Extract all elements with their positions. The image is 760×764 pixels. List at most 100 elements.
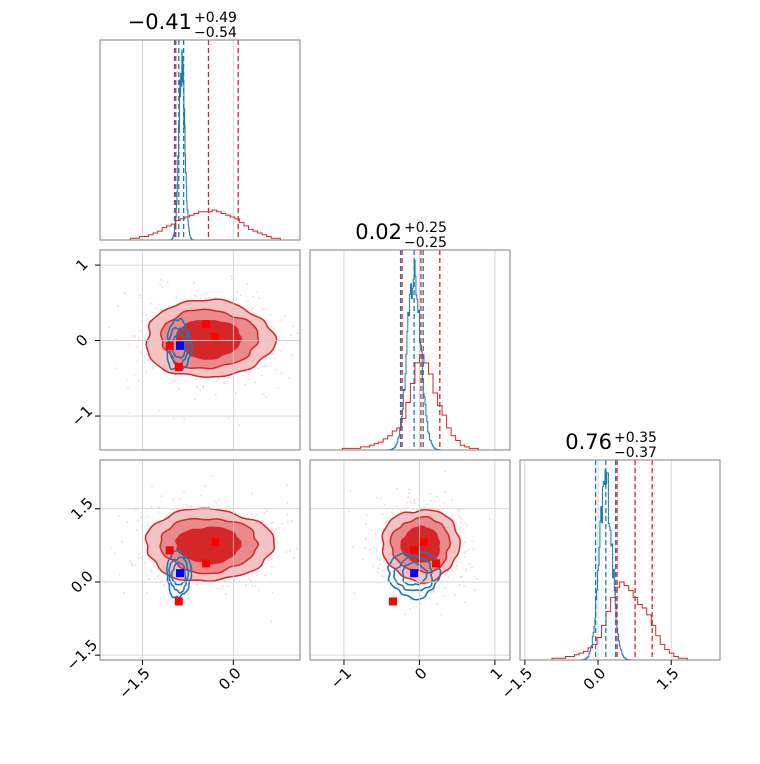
scatter-point: [302, 551, 304, 553]
panel-2-1: [348, 470, 491, 616]
scatter-point: [427, 503, 429, 506]
scatter-point: [286, 502, 289, 504]
scatter-point: [461, 532, 464, 534]
scatter-point: [270, 523, 273, 525]
scatter-point: [383, 521, 386, 524]
scatter-point: [439, 504, 441, 507]
scatter-point: [200, 494, 202, 497]
scatter-point: [131, 564, 134, 567]
scatter-point: [274, 538, 276, 541]
scatter-point: [454, 594, 456, 596]
scatter-point: [150, 506, 152, 508]
scatter-point: [157, 577, 160, 580]
scatter-point: [466, 524, 469, 527]
scatter-point: [247, 378, 250, 380]
scatter-point: [140, 516, 142, 519]
scatter-point: [193, 282, 196, 284]
scatter-point: [409, 598, 412, 601]
scatter-point: [453, 520, 456, 523]
scatter-point: [144, 355, 146, 358]
scatter-point: [265, 396, 267, 398]
scatter-point: [271, 528, 274, 531]
scatter-point: [330, 542, 332, 544]
scatter-point: [387, 517, 389, 519]
scatter-point: [227, 377, 229, 380]
scatter-point: [256, 290, 259, 293]
scatter-point: [258, 297, 261, 299]
scatter-point: [183, 417, 185, 420]
scatter-point: [246, 282, 249, 285]
scatter-point: [280, 372, 283, 374]
scatter-point: [364, 537, 367, 540]
scatter-point: [385, 521, 387, 524]
scatter-point: [264, 364, 267, 366]
scatter-point: [408, 488, 411, 491]
histogram-primary-p1: [328, 354, 510, 451]
scatter-point: [202, 386, 204, 389]
scatter-point: [460, 562, 463, 564]
scatter-point: [290, 520, 293, 522]
scatter-point: [152, 367, 155, 369]
scatter-point: [438, 498, 440, 501]
scatter-point: [393, 594, 396, 597]
scatter-point: [429, 493, 432, 495]
scatter-point: [96, 571, 98, 573]
scatter-point: [207, 506, 210, 508]
histogram-secondary-p0: [169, 49, 195, 241]
scatter-point: [265, 308, 268, 311]
scatter-point: [230, 275, 233, 277]
scatter-point: [207, 378, 210, 380]
scatter-point: [302, 371, 304, 373]
y-tick-label-1-2: 1: [72, 255, 91, 274]
x-tick-label-1-0: −1: [327, 664, 355, 692]
scatter-point: [460, 576, 463, 578]
scatter-point: [118, 573, 121, 576]
scatter-point: [409, 607, 411, 610]
scatter-point: [392, 594, 395, 597]
contour-secondary-2: [401, 561, 429, 586]
scatter-point: [270, 620, 273, 623]
scatter-point: [137, 557, 140, 560]
panel-frame-2-2: [519, 459, 721, 661]
scatter-point: [432, 589, 435, 592]
scatter-point: [416, 591, 419, 593]
scatter-point: [274, 357, 277, 360]
scatter-point: [179, 300, 181, 303]
scatter-point: [381, 575, 383, 577]
scatter-point: [458, 515, 461, 518]
scatter-point: [467, 549, 470, 551]
scatter-point: [252, 295, 254, 298]
scatter-point: [383, 560, 385, 562]
scatter-point: [195, 296, 198, 298]
scatter-point: [147, 524, 149, 527]
scatter-point: [280, 319, 283, 321]
scatter-point: [463, 601, 466, 604]
scatter-point: [378, 559, 381, 562]
scatter-point: [430, 499, 432, 502]
scatter-point: [144, 361, 146, 364]
scatter-point: [379, 497, 382, 500]
scatter-point: [114, 338, 117, 340]
scatter-point: [291, 354, 294, 357]
scatter-point: [247, 300, 249, 302]
scatter-point: [178, 388, 180, 390]
scatter-point: [121, 540, 123, 543]
scatter-point: [140, 556, 142, 559]
panel-title-p2: 0.76: [565, 430, 612, 454]
scatter-point: [398, 586, 400, 588]
scatter-point: [397, 511, 399, 514]
scatter-point: [138, 296, 141, 299]
marker-red-3: [211, 332, 220, 341]
scatter-point: [277, 527, 280, 529]
scatter-point: [437, 508, 440, 511]
scatter-point: [276, 541, 279, 544]
panel-frame-2-0: [99, 459, 301, 661]
scatter-point: [266, 510, 268, 513]
scatter-point: [459, 521, 462, 524]
scatter-point: [435, 602, 438, 605]
scatter-point: [246, 513, 249, 516]
scatter-point: [383, 576, 385, 578]
scatter-point: [287, 377, 290, 379]
